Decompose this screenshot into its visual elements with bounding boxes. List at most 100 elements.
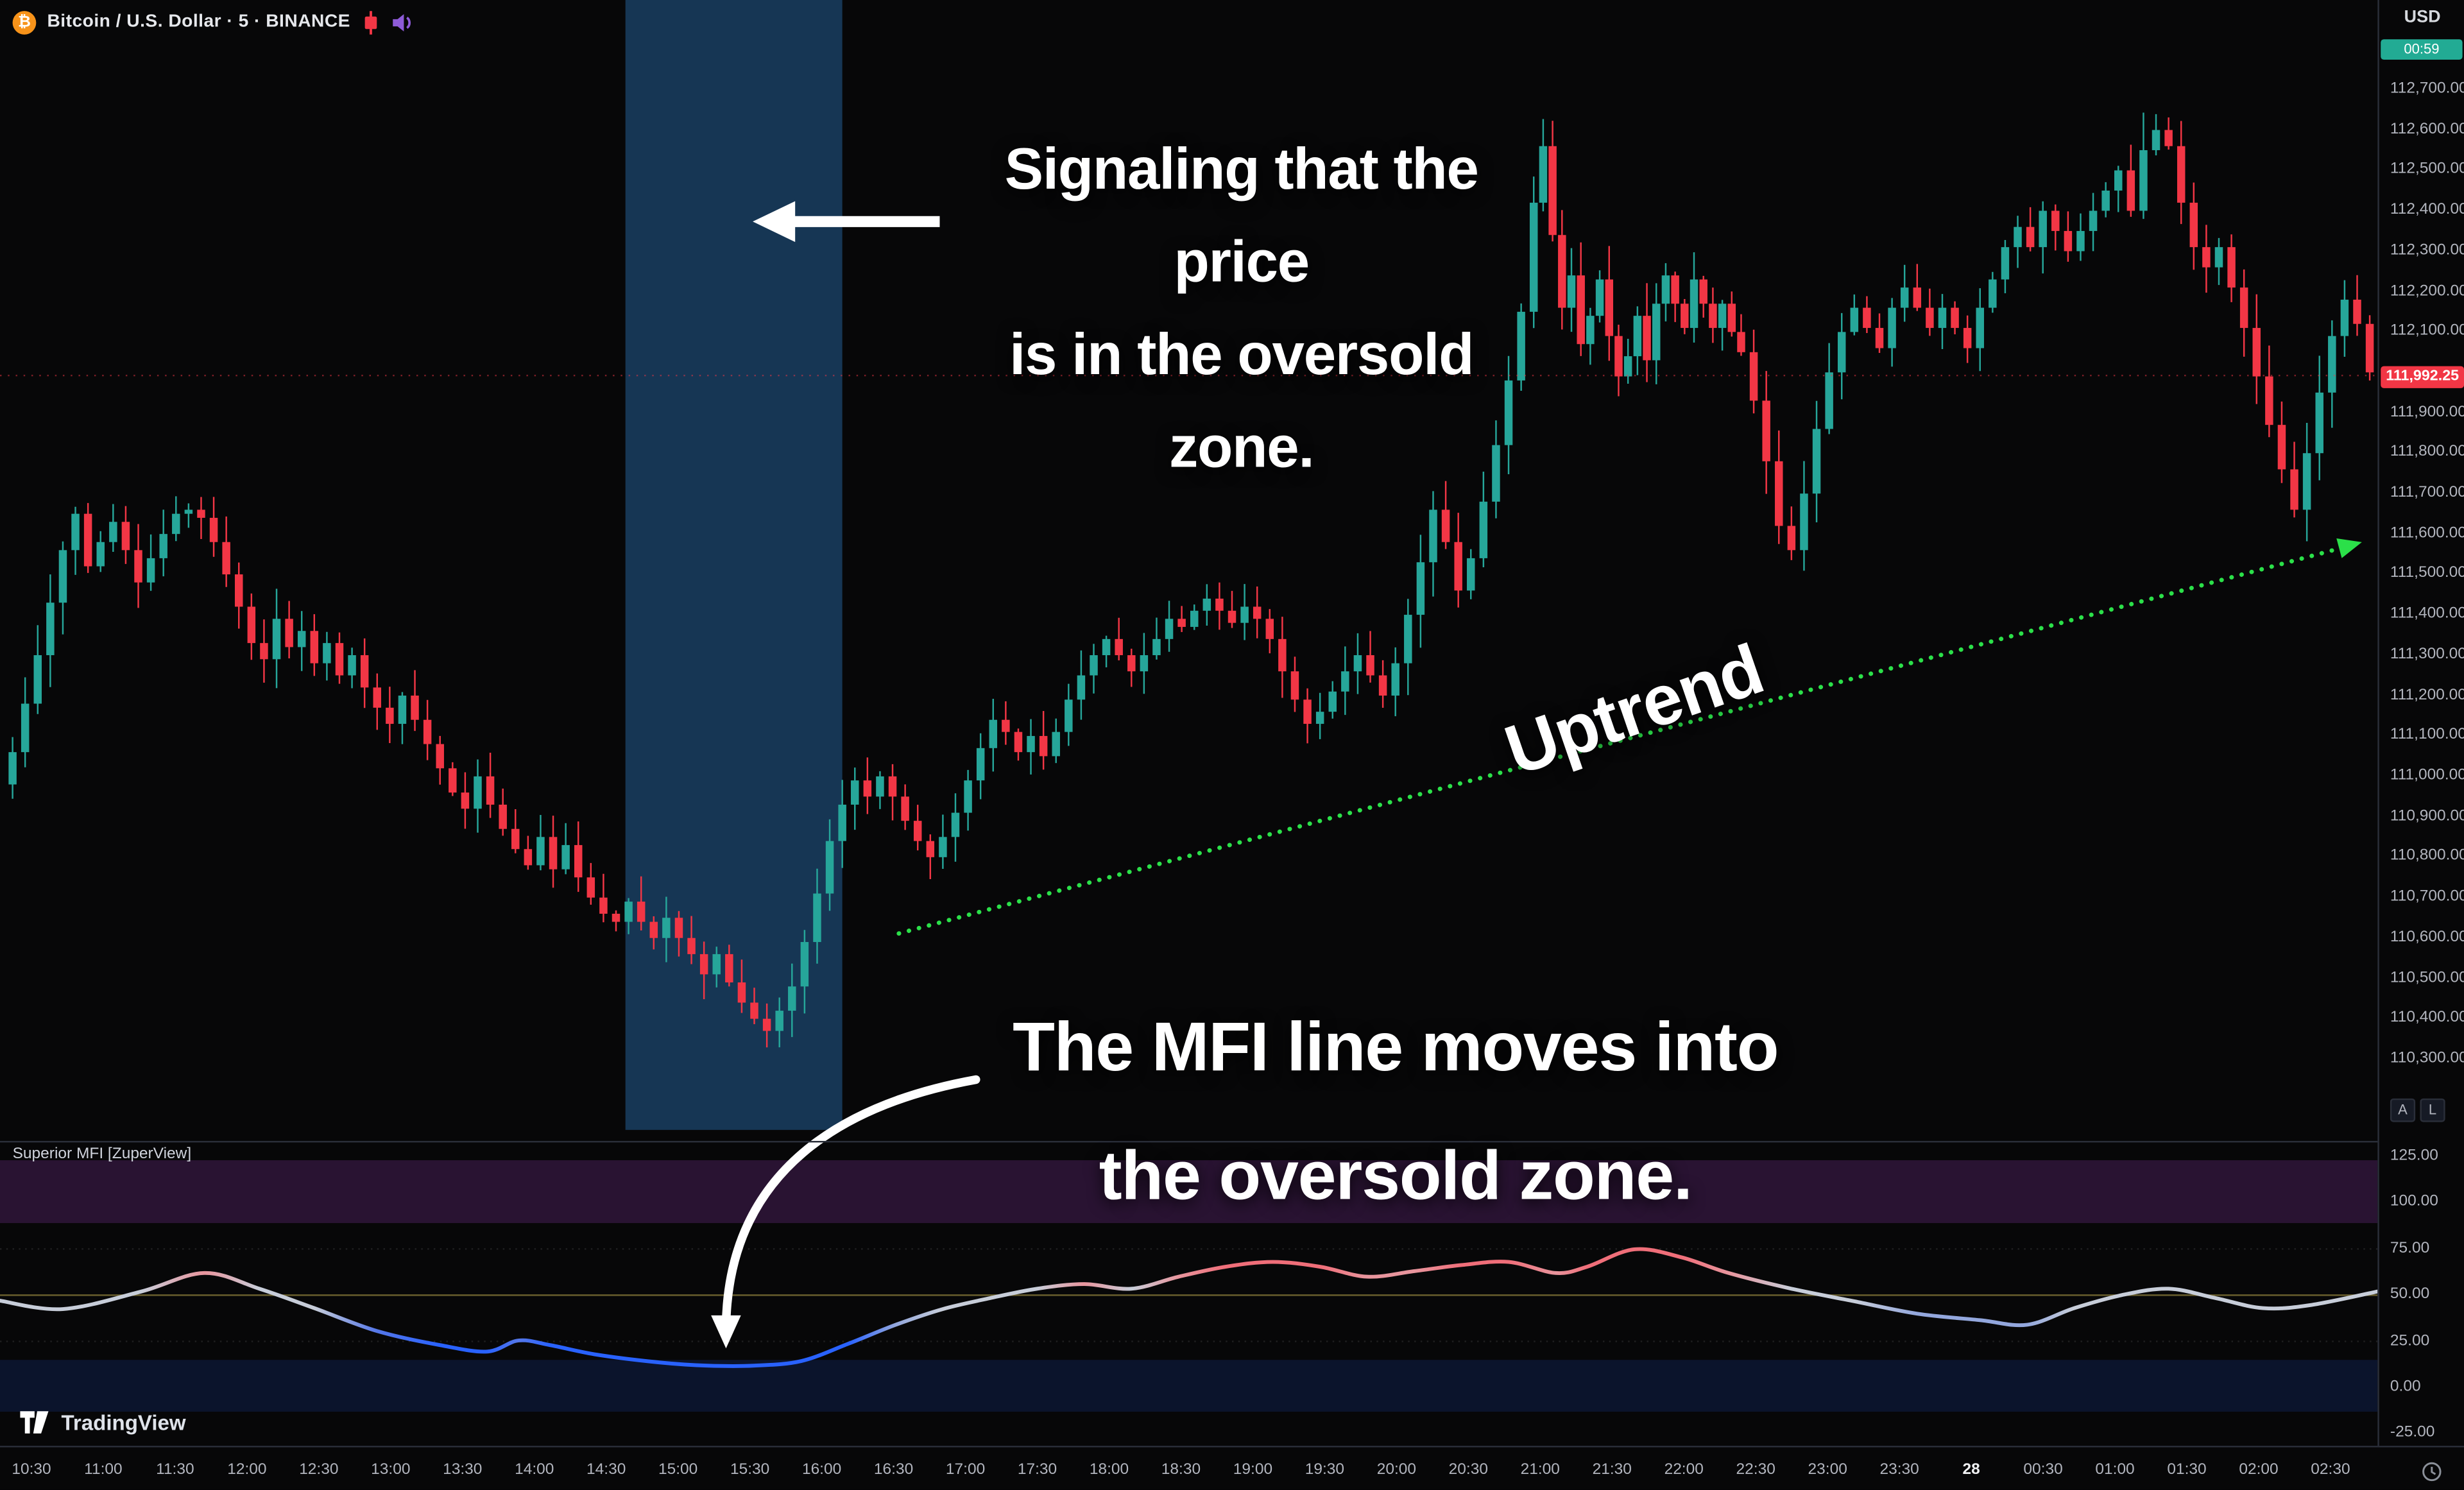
price-label: 111,200.00 bbox=[2390, 686, 2464, 704]
candle bbox=[449, 768, 457, 793]
speaker-icon[interactable] bbox=[391, 12, 413, 32]
candle bbox=[2101, 190, 2110, 211]
candle bbox=[1315, 712, 1324, 724]
candle bbox=[2328, 336, 2336, 393]
candle bbox=[260, 643, 268, 660]
candle bbox=[159, 534, 167, 558]
time-label: 22:30 bbox=[1736, 1461, 1775, 1479]
time-label: 16:30 bbox=[873, 1461, 914, 1479]
candle bbox=[1976, 307, 1984, 348]
tradingview-logo-icon bbox=[20, 1411, 49, 1434]
candle bbox=[1404, 615, 1412, 664]
mfi-scale-label: -25.00 bbox=[2390, 1424, 2435, 1442]
pane-separator[interactable] bbox=[0, 1140, 2464, 1143]
candle bbox=[2277, 425, 2286, 470]
price-label: 111,700.00 bbox=[2390, 484, 2464, 502]
candle bbox=[1039, 735, 1048, 757]
symbol-title[interactable]: Bitcoin / U.S. Dollar · 5 · BINANCE bbox=[47, 12, 350, 31]
candle bbox=[83, 513, 92, 567]
candle bbox=[1671, 275, 1679, 304]
candle bbox=[184, 510, 193, 514]
price-label: 111,100.00 bbox=[2390, 726, 2464, 744]
candle bbox=[1190, 610, 1199, 627]
time-label: 13:00 bbox=[371, 1461, 411, 1479]
candle bbox=[951, 812, 960, 837]
countdown-badge: 00:59 bbox=[2381, 39, 2463, 60]
candle bbox=[1951, 307, 1959, 329]
log-scale-button[interactable]: L bbox=[2420, 1098, 2445, 1122]
candle bbox=[2001, 247, 2010, 280]
timezone-clock-icon[interactable] bbox=[2422, 1462, 2442, 1482]
tradingview-brand-text: TradingView bbox=[61, 1411, 186, 1435]
candle bbox=[2365, 323, 2374, 373]
candle bbox=[2039, 210, 2047, 248]
time-label: 11:30 bbox=[156, 1461, 194, 1479]
tradingview-watermark[interactable]: TradingView bbox=[19, 1410, 186, 1437]
price-label: 110,800.00 bbox=[2390, 848, 2464, 866]
candle bbox=[360, 655, 369, 688]
candle bbox=[2252, 328, 2261, 377]
candle bbox=[1479, 501, 1488, 558]
candle bbox=[1202, 598, 1211, 611]
candle bbox=[725, 954, 733, 982]
candle bbox=[1378, 675, 1387, 696]
candle bbox=[2340, 299, 2349, 336]
time-label: 13:30 bbox=[443, 1461, 483, 1479]
candle bbox=[976, 748, 985, 781]
candle bbox=[146, 558, 155, 583]
candle bbox=[2114, 170, 2123, 191]
candle bbox=[561, 844, 570, 869]
candle bbox=[1762, 400, 1770, 461]
scale-mode-buttons: A L bbox=[2390, 1098, 2445, 1122]
price-scale[interactable]: USD 00:59 111,992.25 112,700.00 112,600.0… bbox=[2377, 0, 2464, 1490]
candle bbox=[474, 776, 482, 809]
price-label: 111,600.00 bbox=[2390, 524, 2464, 542]
time-label: 23:00 bbox=[1808, 1461, 1847, 1479]
candle bbox=[121, 522, 130, 551]
candle bbox=[1052, 732, 1060, 757]
auto-scale-button[interactable]: A bbox=[2390, 1098, 2416, 1122]
candle bbox=[1709, 304, 1717, 329]
candle bbox=[71, 513, 80, 551]
mfi-line bbox=[0, 1247, 2378, 1368]
candle bbox=[1529, 202, 1538, 312]
candle bbox=[33, 655, 42, 704]
red-candle-icon[interactable] bbox=[361, 10, 380, 34]
candle bbox=[964, 780, 972, 813]
mfi-scale-label: 125.00 bbox=[2390, 1147, 2438, 1165]
candle bbox=[1492, 445, 1500, 502]
time-label: 19:00 bbox=[1233, 1461, 1273, 1479]
candle bbox=[58, 550, 67, 603]
mfi-note-line1: The MFI line moves into bbox=[1013, 1009, 1779, 1086]
candle bbox=[939, 837, 947, 857]
candle bbox=[1127, 655, 1136, 672]
candle bbox=[762, 1018, 771, 1031]
candle bbox=[499, 804, 507, 829]
candle bbox=[386, 707, 394, 724]
candle bbox=[1077, 675, 1086, 700]
candle bbox=[1749, 352, 1758, 401]
candle bbox=[1718, 304, 1727, 329]
time-label: 15:30 bbox=[730, 1461, 770, 1479]
candle bbox=[1863, 307, 1871, 329]
time-label: 19:30 bbox=[1305, 1461, 1345, 1479]
candle bbox=[2089, 210, 2098, 231]
indicator-title[interactable]: Superior MFI [ZuperView] bbox=[12, 1145, 192, 1163]
candle bbox=[1938, 307, 1947, 329]
mfi-indicator-chart[interactable] bbox=[0, 1141, 2378, 1446]
candle bbox=[876, 776, 884, 797]
candle bbox=[838, 804, 846, 841]
candle bbox=[1539, 146, 1548, 203]
mfi-scale-label: 25.00 bbox=[2390, 1332, 2430, 1349]
candle bbox=[2126, 170, 2135, 211]
candle bbox=[2315, 392, 2323, 454]
price-label: 110,900.00 bbox=[2390, 807, 2464, 825]
last-price-badge: 111,992.25 bbox=[2381, 366, 2464, 388]
time-axis[interactable]: 10:30 11:00 11:30 12:00 12:30 13:00 13:30 14:00… bbox=[0, 1446, 2464, 1490]
candle bbox=[926, 841, 935, 857]
time-label: 28 bbox=[1962, 1461, 1980, 1479]
symbol-legend[interactable]: ₿ Bitcoin / U.S. Dollar · 5 · BINANCE bbox=[12, 8, 413, 36]
candle bbox=[1913, 287, 1922, 308]
candle bbox=[1391, 663, 1399, 696]
candle bbox=[586, 877, 595, 898]
